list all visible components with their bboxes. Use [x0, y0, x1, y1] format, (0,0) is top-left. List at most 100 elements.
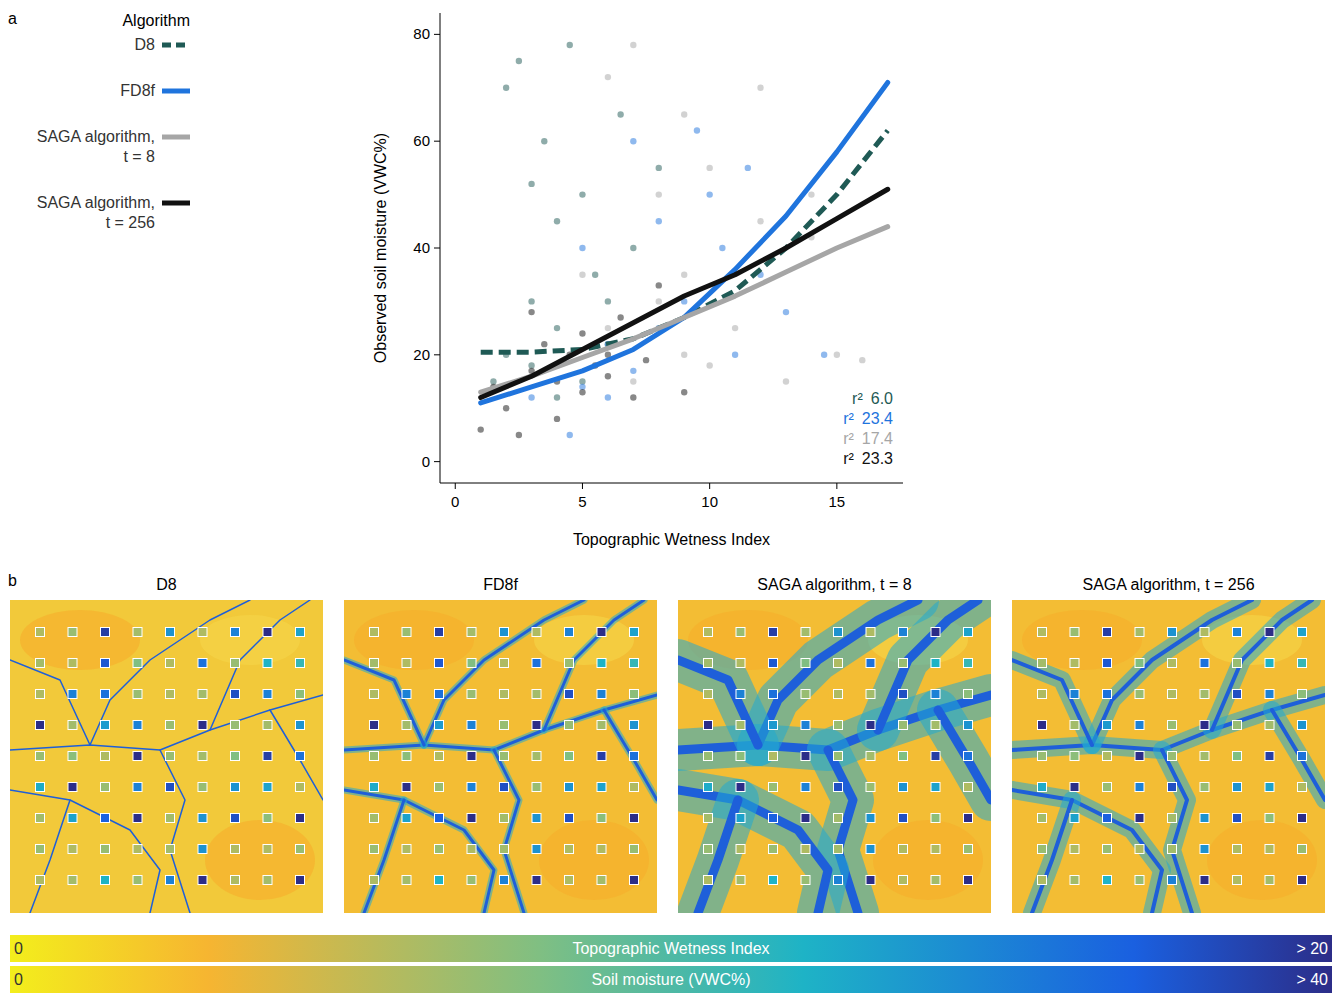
sample-cell	[899, 845, 908, 854]
sample-cell	[565, 783, 574, 792]
sample-cell	[231, 628, 240, 637]
sample-cell	[565, 876, 574, 885]
point	[554, 325, 560, 331]
sample-cell	[834, 690, 843, 699]
map-background	[10, 600, 323, 913]
sample-cell	[899, 814, 908, 823]
sample-cell	[931, 721, 940, 730]
colorbar	[10, 966, 1332, 993]
sample-cell	[964, 845, 973, 854]
sample-cell	[198, 628, 207, 637]
sample-cell	[630, 690, 639, 699]
sample-cell	[866, 721, 875, 730]
sample-cell	[133, 659, 142, 668]
sample-cell	[1070, 659, 1079, 668]
stream	[1032, 800, 1072, 913]
sample-cell	[565, 814, 574, 823]
sample-cell	[1070, 814, 1079, 823]
sample-cell	[1233, 876, 1242, 885]
sample-cell	[899, 752, 908, 761]
sample-cell	[1200, 659, 1209, 668]
stream	[678, 660, 758, 745]
sample-cell	[500, 659, 509, 668]
map-texture	[539, 820, 649, 900]
map-background	[344, 600, 657, 913]
sample-cell	[1103, 659, 1112, 668]
point	[541, 341, 547, 347]
point	[478, 426, 484, 432]
sample-cell	[931, 814, 940, 823]
r2-symbol: r²	[843, 430, 854, 447]
sample-cell	[899, 876, 908, 885]
r2-label: r² 6.0	[852, 390, 893, 407]
sample-cell	[296, 721, 305, 730]
sample-cell	[296, 783, 305, 792]
sample-cell	[597, 814, 606, 823]
x-axis-title: Topographic Wetness Index	[573, 531, 770, 548]
point	[617, 111, 623, 117]
sample-cell	[704, 628, 713, 637]
sample-cell	[500, 783, 509, 792]
sample-cell	[1103, 876, 1112, 885]
stream	[544, 600, 644, 730]
sample-cell	[964, 876, 973, 885]
point	[681, 272, 687, 278]
stream	[160, 750, 190, 913]
sample-cell	[1233, 845, 1242, 854]
sample-cell	[931, 845, 940, 854]
stream-halo	[494, 750, 524, 913]
sample-cell	[736, 783, 745, 792]
y-tick-label: 60	[413, 132, 430, 149]
r2-value: 6.0	[871, 390, 893, 407]
scatter-points	[579, 42, 865, 385]
r2-symbol: r²	[852, 390, 863, 407]
sample-cell	[1200, 628, 1209, 637]
y-tick	[434, 141, 440, 142]
point	[617, 314, 623, 320]
sample-cell	[769, 752, 778, 761]
sample-cell	[402, 628, 411, 637]
sample-cell	[500, 752, 509, 761]
sample-cell	[1168, 814, 1177, 823]
sample-cell	[263, 783, 272, 792]
x-tick-label: 15	[829, 493, 846, 510]
sample-cell	[1038, 845, 1047, 854]
sample-cell	[296, 628, 305, 637]
sample-cell	[1168, 690, 1177, 699]
sample-cell	[133, 690, 142, 699]
sample-cell	[1103, 690, 1112, 699]
sample-cell	[704, 783, 713, 792]
sample-cell	[370, 752, 379, 761]
legend-label-line: SAGA algorithm,	[37, 194, 155, 211]
sample-cell	[467, 752, 476, 761]
sample-cell	[1200, 783, 1209, 792]
sample-cell	[630, 628, 639, 637]
sample-cell	[1233, 628, 1242, 637]
sample-cell	[630, 752, 639, 761]
sample-cell	[296, 659, 305, 668]
y-tick-label: 0	[422, 453, 430, 470]
r2-label: r²23.3	[843, 450, 893, 467]
sample-cell	[1103, 845, 1112, 854]
x-tick	[455, 483, 456, 489]
sample-cell	[263, 845, 272, 854]
y-axis-title: Observed soil moisture (VWC%)	[372, 133, 389, 363]
sample-cell	[1038, 659, 1047, 668]
sample-cell	[467, 814, 476, 823]
sample-cell	[769, 845, 778, 854]
sample-cell	[296, 814, 305, 823]
legend-label: D8	[135, 36, 156, 53]
sample-cell	[532, 876, 541, 885]
sample-cell	[1168, 721, 1177, 730]
sample-cell	[834, 659, 843, 668]
sample-cell	[1038, 783, 1047, 792]
stream	[1212, 600, 1312, 730]
sample-cell	[370, 876, 379, 885]
sample-cell	[166, 659, 175, 668]
sample-cell	[834, 628, 843, 637]
sample-cell	[1233, 690, 1242, 699]
sample-cell	[866, 659, 875, 668]
sample-cell	[1200, 690, 1209, 699]
sample-cell	[964, 752, 973, 761]
sample-cell	[532, 628, 541, 637]
